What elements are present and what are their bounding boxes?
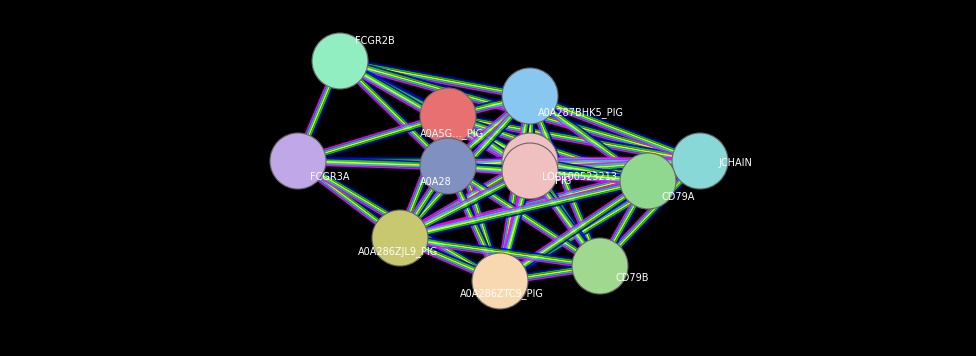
Text: PIG: PIG: [555, 176, 571, 186]
Circle shape: [420, 88, 476, 144]
Circle shape: [270, 133, 326, 189]
Circle shape: [620, 153, 676, 209]
Circle shape: [502, 143, 558, 199]
Text: FCGR2B: FCGR2B: [355, 36, 394, 46]
Circle shape: [572, 238, 628, 294]
Text: A0A286ZJL9_PIG: A0A286ZJL9_PIG: [358, 247, 438, 257]
Text: LOC100523213: LOC100523213: [542, 172, 617, 182]
Circle shape: [312, 33, 368, 89]
Text: FCGR3A: FCGR3A: [310, 172, 349, 182]
Text: CD79A: CD79A: [662, 192, 695, 202]
Circle shape: [372, 210, 428, 266]
Text: A0A28: A0A28: [420, 177, 452, 187]
Circle shape: [672, 133, 728, 189]
Text: A0A286ZTC9_PIG: A0A286ZTC9_PIG: [460, 289, 544, 299]
Circle shape: [472, 253, 528, 309]
Circle shape: [502, 68, 558, 124]
Text: CD79B: CD79B: [615, 273, 648, 283]
Text: A0A287BHK5_PIG: A0A287BHK5_PIG: [538, 108, 624, 119]
Circle shape: [420, 138, 476, 194]
Circle shape: [502, 133, 558, 189]
Text: JCHAIN: JCHAIN: [718, 158, 752, 168]
Text: A0A5G…_PIG: A0A5G…_PIG: [420, 129, 484, 140]
